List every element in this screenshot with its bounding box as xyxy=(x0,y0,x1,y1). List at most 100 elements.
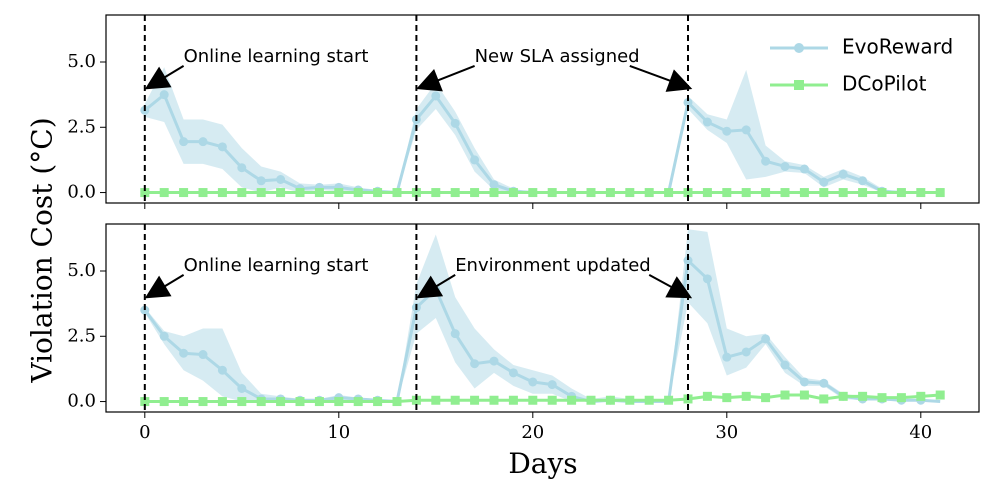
evoreward-point xyxy=(722,126,732,136)
dcopilot-point xyxy=(140,397,150,407)
dcopilot-point xyxy=(256,188,266,198)
legend-marker-evoreward xyxy=(794,43,804,53)
y-tick-label: 0.0 xyxy=(67,391,96,412)
evoreward-point xyxy=(179,137,189,147)
dcopilot-point xyxy=(547,188,557,198)
annotation-text: Online learning start xyxy=(184,255,369,276)
x-axis-label: Days xyxy=(508,447,577,480)
dcopilot-point xyxy=(625,395,635,405)
y-tick-label: 2.5 xyxy=(67,116,96,137)
dcopilot-point xyxy=(644,395,654,405)
dcopilot-point xyxy=(431,188,441,198)
dcopilot-point xyxy=(877,393,887,403)
dcopilot-point xyxy=(489,395,499,405)
evoreward-point xyxy=(799,164,809,174)
evoreward-point xyxy=(702,117,712,127)
dcopilot-point xyxy=(295,397,305,407)
evoreward-point xyxy=(722,352,732,362)
legend-label-evoreward: EvoReward xyxy=(842,35,953,59)
annotation-arrow xyxy=(416,274,456,299)
dcopilot-point xyxy=(314,188,324,198)
annotation-text: Environment updated xyxy=(455,255,651,276)
dcopilot-point xyxy=(780,390,790,400)
dcopilot-point xyxy=(470,188,480,198)
evoreward-point xyxy=(431,91,441,101)
dcopilot-point xyxy=(916,391,926,401)
dcopilot-point xyxy=(605,395,615,405)
dcopilot-point xyxy=(489,188,499,198)
dcopilot-point xyxy=(470,395,480,405)
evoreward-point xyxy=(508,368,518,378)
dcopilot-point xyxy=(838,188,848,198)
evoreward-point xyxy=(780,161,790,171)
y-tick-label: 0.0 xyxy=(67,182,96,203)
evoreward-point xyxy=(547,380,557,390)
dcopilot-point xyxy=(179,397,189,407)
dcopilot-point xyxy=(528,395,538,405)
dcopilot-point xyxy=(761,188,771,198)
dcopilot-point xyxy=(567,188,577,198)
evoreward-point xyxy=(799,377,809,387)
x-tick-label: 20 xyxy=(521,422,544,443)
dcopilot-point xyxy=(702,188,712,198)
dcopilot-point xyxy=(450,395,460,405)
dcopilot-point xyxy=(741,188,751,198)
dcopilot-point xyxy=(334,397,344,407)
evoreward-point xyxy=(159,90,169,100)
annotation-arrow xyxy=(648,274,693,299)
panel-frame xyxy=(105,14,980,204)
y-tick-label: 5.0 xyxy=(67,260,96,281)
evoreward-point xyxy=(528,377,538,387)
evoreward-point xyxy=(276,175,286,184)
dcopilot-point xyxy=(722,188,732,198)
annotation-arrow xyxy=(629,64,693,92)
dcopilot-point xyxy=(508,188,518,198)
dcopilot-point xyxy=(276,397,286,407)
dcopilot-point xyxy=(819,394,829,404)
evoreward-point xyxy=(819,177,829,187)
evoreward-point xyxy=(470,359,480,369)
dcopilot-point xyxy=(896,393,906,403)
evoreward-point xyxy=(761,156,771,166)
dcopilot-point xyxy=(179,188,189,198)
dcopilot-point xyxy=(819,188,829,198)
dcopilot-point xyxy=(276,188,286,198)
evoreward-point xyxy=(780,360,790,370)
dcopilot-point xyxy=(411,395,421,405)
x-tick-label: 40 xyxy=(909,422,932,443)
evoreward-point xyxy=(198,350,208,360)
dcopilot-point xyxy=(334,188,344,198)
dcopilot-point xyxy=(431,395,441,405)
dcopilot-point xyxy=(916,188,926,198)
dcopilot-point xyxy=(586,188,596,198)
dcopilot-point xyxy=(256,397,266,407)
evoreward-point xyxy=(683,256,693,266)
dcopilot-point xyxy=(877,188,887,198)
dcopilot-point xyxy=(353,188,363,198)
dcopilot-point xyxy=(780,188,790,198)
dcopilot-point xyxy=(935,188,945,198)
evoreward-point xyxy=(198,137,208,147)
dcopilot-point xyxy=(198,397,208,407)
evoreward-point xyxy=(237,163,247,173)
evoreward-confidence-band xyxy=(144,229,941,402)
dcopilot-point xyxy=(411,188,421,198)
dcopilot-point xyxy=(605,188,615,198)
dcopilot-point xyxy=(237,397,247,407)
dcopilot-point xyxy=(838,391,848,401)
evoreward-point xyxy=(140,305,150,315)
dcopilot-point xyxy=(644,188,654,198)
dcopilot-point xyxy=(858,188,868,198)
dcopilot-point xyxy=(664,395,674,405)
evoreward-point xyxy=(450,329,460,339)
legend-label-dcopilot: DCoPilot xyxy=(842,72,927,96)
evoreward-point xyxy=(237,384,247,393)
legend-marker-dcopilot xyxy=(794,80,804,90)
evoreward-point xyxy=(217,365,227,375)
legend: EvoReward DCoPilot xyxy=(770,35,953,96)
dcopilot-point xyxy=(761,393,771,403)
dcopilot-point xyxy=(896,188,906,198)
dcopilot-point xyxy=(664,188,674,198)
dcopilot-point xyxy=(586,395,596,405)
dcopilot-point xyxy=(741,391,751,401)
